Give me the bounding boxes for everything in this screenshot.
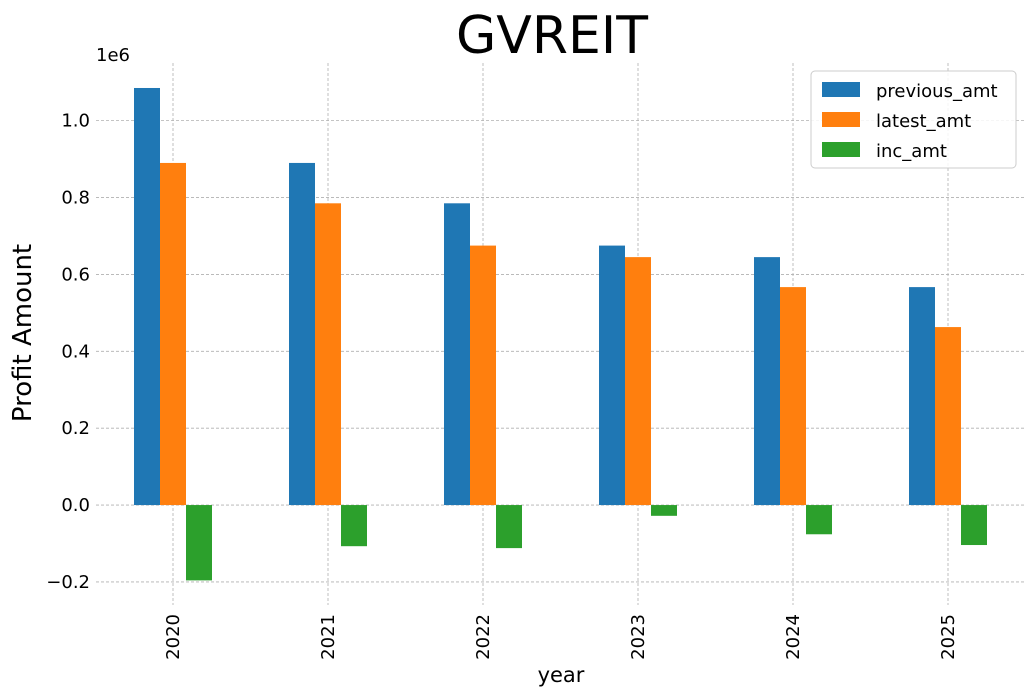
bar-inc_amt-2021 [341,505,367,547]
y-tick-label: 1.0 [61,111,90,132]
bar-previous_amt-2023 [599,245,625,506]
bar-inc_amt-2024 [806,505,832,535]
y-tick-labels: −0.2 0.0 0.2 0.4 0.6 0.8 1.0 [46,111,90,593]
y-tick-label: 0.0 [61,495,90,516]
y-tick-label: 0.8 [61,188,90,209]
legend-swatch-inc_amt [822,142,860,157]
bar-previous_amt-2020 [134,87,160,506]
bar-latest_amt-2024 [780,287,806,506]
y-offset-label: 1e6 [96,45,130,66]
bar-inc_amt-2025 [961,505,987,546]
bar-previous_amt-2022 [444,203,470,506]
x-tick-label: 2022 [473,614,494,660]
bar-inc_amt-2022 [496,505,522,549]
legend-label-inc_amt: inc_amt [876,141,947,162]
y-axis-label: Profit Amount [8,244,38,422]
x-tick-label: 2021 [318,614,339,660]
legend-swatch-previous_amt [822,82,860,97]
x-tick-label: 2024 [783,614,804,660]
bar-inc_amt-2023 [651,505,677,516]
bar-latest_amt-2023 [625,257,651,506]
bar-previous_amt-2025 [909,287,935,506]
legend-swatch-latest_amt [822,112,860,127]
y-tick-label: 0.4 [61,341,90,362]
bars [134,87,987,581]
legend-label-previous_amt: previous_amt [876,81,998,102]
x-tick-label: 2020 [163,614,184,660]
bar-latest_amt-2022 [470,245,496,506]
bar-latest_amt-2025 [935,327,961,506]
bar-inc_amt-2020 [186,505,212,581]
bar-previous_amt-2024 [754,257,780,506]
bar-latest_amt-2021 [315,203,341,506]
legend-label-latest_amt: latest_amt [876,111,971,132]
y-tick-label: 0.2 [61,418,90,439]
y-tick-label: −0.2 [46,572,90,593]
x-tick-labels: 2020 2021 2022 2023 2024 2025 [163,614,959,660]
bar-previous_amt-2021 [289,162,315,506]
x-tick-label: 2023 [628,614,649,660]
legend-box [810,70,1017,169]
chart-title: GVREIT [456,6,648,66]
bar-latest_amt-2020 [160,162,186,506]
y-tick-label: 0.6 [61,264,90,285]
legend: previous_amt latest_amt inc_amt [810,70,1017,169]
x-axis-label: year [538,663,585,687]
x-tick-label: 2025 [938,614,959,660]
